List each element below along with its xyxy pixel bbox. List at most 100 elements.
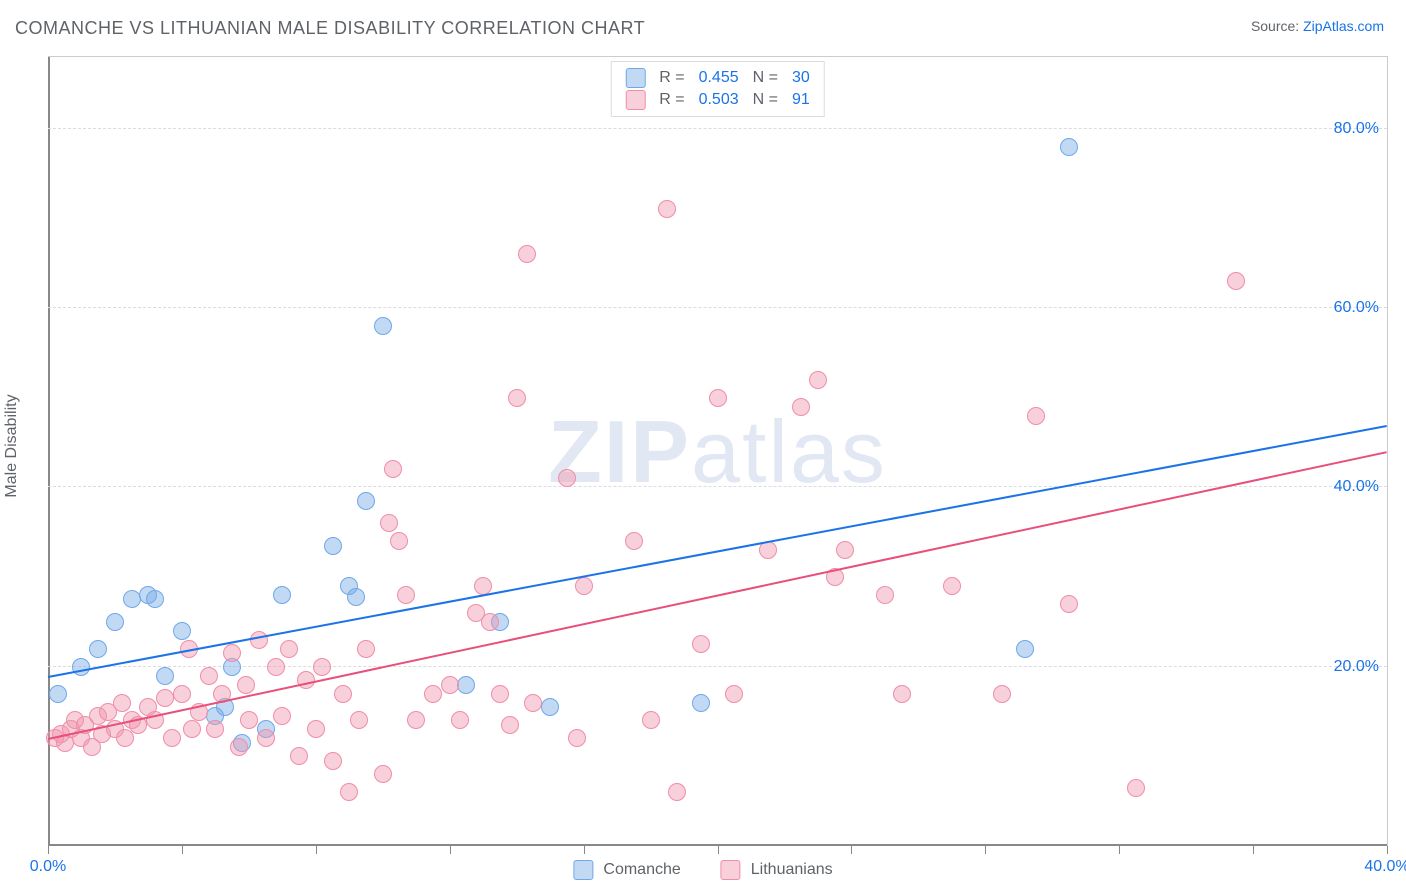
scatter-point: [541, 698, 559, 716]
scatter-point: [89, 640, 107, 658]
scatter-point: [792, 398, 810, 416]
legend-r-value: 0.503: [699, 91, 739, 109]
source-link[interactable]: ZipAtlas.com: [1303, 18, 1384, 34]
scatter-point: [518, 245, 536, 263]
scatter-point: [267, 658, 285, 676]
scatter-point: [156, 689, 174, 707]
scatter-point: [290, 747, 308, 765]
legend-n-value: 30: [792, 69, 810, 87]
scatter-point: [230, 738, 248, 756]
legend-n-label: N =: [753, 69, 778, 87]
x-tick-label: 0.0%: [30, 858, 66, 876]
scatter-point: [575, 577, 593, 595]
trend-line: [48, 452, 1387, 741]
x-tick: [316, 846, 317, 854]
scatter-point: [407, 711, 425, 729]
scatter-point: [397, 586, 415, 604]
scatter-point: [451, 711, 469, 729]
scatter-point: [357, 640, 375, 658]
scatter-point: [568, 729, 586, 747]
scatter-point: [72, 658, 90, 676]
chart-source: Source: ZipAtlas.com: [1251, 18, 1384, 39]
y-axis-line: [48, 57, 50, 846]
scatter-point: [836, 541, 854, 559]
scatter-point: [273, 707, 291, 725]
chart-title: COMANCHE VS LITHUANIAN MALE DISABILITY C…: [15, 18, 645, 39]
scatter-point: [501, 716, 519, 734]
y-tick-label: 80.0%: [1334, 120, 1379, 138]
legend-r-label: R =: [659, 69, 684, 87]
scatter-point: [237, 676, 255, 694]
scatter-point: [173, 622, 191, 640]
legend-swatch: [625, 90, 645, 110]
scatter-point: [350, 711, 368, 729]
scatter-point: [692, 635, 710, 653]
scatter-point: [206, 720, 224, 738]
legend-item: Lithuanians: [721, 860, 833, 880]
gridline: [48, 307, 1387, 308]
x-tick: [48, 846, 49, 854]
x-tick: [718, 846, 719, 854]
series-legend: Comanche Lithuanians: [573, 860, 832, 880]
scatter-point: [200, 667, 218, 685]
scatter-point: [893, 685, 911, 703]
scatter-point: [280, 640, 298, 658]
scatter-point: [658, 200, 676, 218]
scatter-point: [1227, 272, 1245, 290]
scatter-point: [297, 671, 315, 689]
scatter-point: [173, 685, 191, 703]
scatter-point: [457, 676, 475, 694]
scatter-point: [668, 783, 686, 801]
legend-r-value: 0.455: [699, 69, 739, 87]
x-tick: [985, 846, 986, 854]
scatter-point: [116, 729, 134, 747]
legend-swatch: [721, 860, 741, 880]
scatter-point: [250, 631, 268, 649]
scatter-point: [725, 685, 743, 703]
legend-swatch: [625, 68, 645, 88]
x-tick: [1253, 846, 1254, 854]
scatter-point: [156, 667, 174, 685]
scatter-point: [146, 590, 164, 608]
scatter-point: [49, 685, 67, 703]
y-tick-label: 20.0%: [1334, 658, 1379, 676]
scatter-point: [106, 613, 124, 631]
scatter-point: [307, 720, 325, 738]
scatter-point: [347, 588, 365, 606]
scatter-point: [380, 514, 398, 532]
scatter-point: [1027, 407, 1045, 425]
x-tick-label: 40.0%: [1364, 858, 1406, 876]
x-tick: [1119, 846, 1120, 854]
legend-n-label: N =: [753, 91, 778, 109]
scatter-point: [993, 685, 1011, 703]
scatter-point: [1016, 640, 1034, 658]
scatter-point: [524, 694, 542, 712]
legend-label: Comanche: [603, 861, 680, 879]
scatter-point: [240, 711, 258, 729]
y-axis-title: Male Disability: [3, 394, 21, 497]
chart-header: COMANCHE VS LITHUANIAN MALE DISABILITY C…: [0, 18, 1406, 39]
scatter-point: [273, 586, 291, 604]
gridline: [48, 486, 1387, 487]
scatter-point: [374, 765, 392, 783]
scatter-point: [625, 532, 643, 550]
legend-swatch: [573, 860, 593, 880]
scatter-point: [334, 685, 352, 703]
scatter-point: [1127, 779, 1145, 797]
legend-item: Comanche: [573, 860, 680, 880]
x-tick: [851, 846, 852, 854]
scatter-point: [183, 720, 201, 738]
x-tick: [450, 846, 451, 854]
scatter-point: [424, 685, 442, 703]
y-tick-label: 40.0%: [1334, 478, 1379, 496]
scatter-point: [508, 389, 526, 407]
scatter-point: [943, 577, 961, 595]
source-prefix: Source:: [1251, 18, 1303, 34]
x-tick: [584, 846, 585, 854]
scatter-point: [324, 537, 342, 555]
x-tick: [182, 846, 183, 854]
gridline: [48, 666, 1387, 667]
scatter-point: [113, 694, 131, 712]
scatter-point: [1060, 595, 1078, 613]
scatter-point: [324, 752, 342, 770]
